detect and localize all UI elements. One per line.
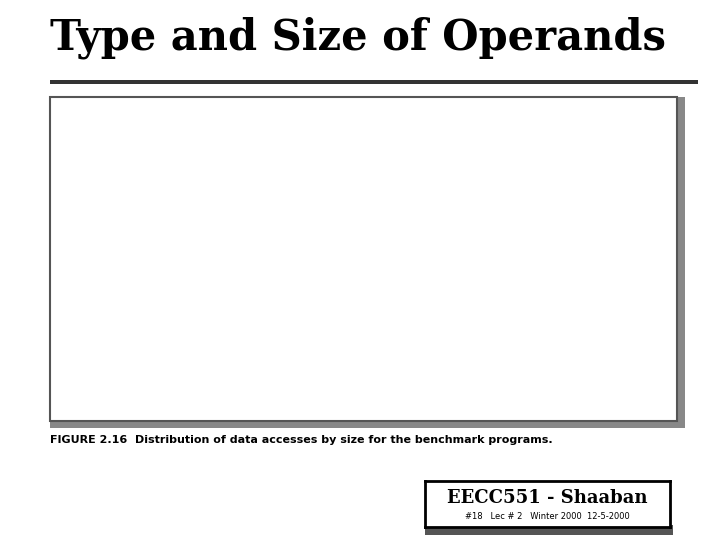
Bar	[230, 184, 392, 202]
Bar	[169, 375, 199, 394]
Text: #18   Lec # 2   Winter 2000  12-5-2000: #18 Lec # 2 Winter 2000 12-5-2000	[465, 512, 629, 521]
Text: Integer average: Integer average	[207, 380, 297, 390]
Text: 31%: 31%	[397, 188, 420, 198]
Bar	[230, 239, 330, 257]
Text: 0%: 0%	[235, 133, 251, 143]
Bar	[230, 146, 590, 164]
Text: 19%: 19%	[334, 244, 357, 253]
Text: FIGURE 2.16  Distribution of data accesses by size for the benchmark programs.: FIGURE 2.16 Distribution of data accesse…	[50, 435, 553, 445]
Bar	[230, 295, 267, 313]
Text: 7%: 7%	[271, 299, 287, 308]
Text: 69%: 69%	[595, 151, 618, 160]
Bar	[230, 202, 616, 220]
Text: Type and Size of Operands: Type and Size of Operands	[50, 16, 667, 59]
Text: 74%: 74%	[621, 206, 644, 215]
Bar	[353, 375, 383, 394]
Text: Floating-point average: Floating-point average	[391, 380, 518, 390]
Text: EECC551 - Shaaban: EECC551 - Shaaban	[447, 489, 647, 507]
X-axis label: Frequency of reference by size: Frequency of reference by size	[354, 365, 525, 375]
